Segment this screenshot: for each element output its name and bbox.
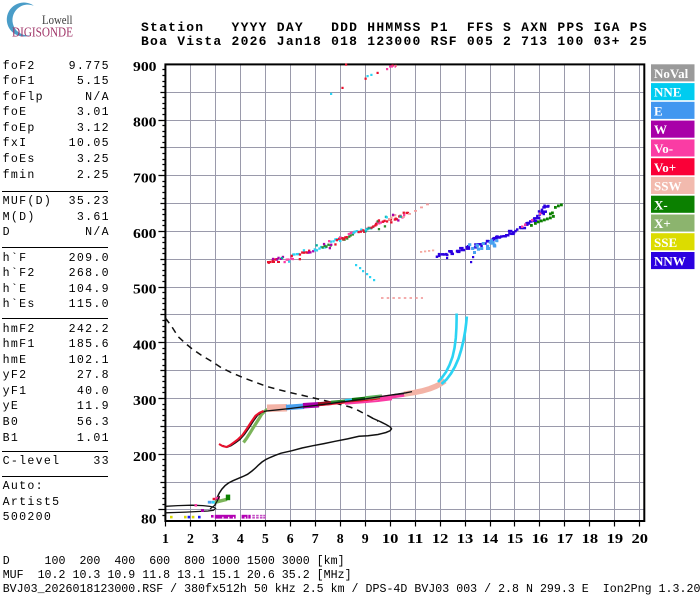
svg-text:10: 10 [382,531,399,546]
svg-text:E: E [654,103,663,118]
svg-text:19: 19 [607,531,624,546]
svg-text:12: 12 [432,531,449,546]
svg-text:DIGISONDE: DIGISONDE [12,24,73,39]
svg-text:5: 5 [262,531,269,546]
svg-text:9: 9 [362,531,369,546]
svg-text:18: 18 [582,531,599,546]
svg-text:400: 400 [133,337,157,352]
svg-text:SSW: SSW [654,179,681,194]
svg-text:Vo-: Vo- [654,141,673,156]
svg-text:X+: X+ [654,216,671,231]
svg-text:11: 11 [407,531,424,546]
svg-text:16: 16 [532,531,549,546]
svg-text:2: 2 [187,531,194,546]
svg-text:Lowell: Lowell [42,13,73,27]
svg-text:Vo+: Vo+ [654,160,676,175]
svg-text:NNW: NNW [654,254,686,269]
svg-text:80: 80 [141,512,157,527]
svg-text:15: 15 [507,531,524,546]
svg-text:7: 7 [312,531,319,546]
svg-text:1: 1 [162,531,169,546]
svg-text:700: 700 [133,170,157,185]
svg-text:13: 13 [457,531,474,546]
svg-text:W: W [654,122,667,137]
svg-text:SSE: SSE [654,235,677,250]
svg-text:900: 900 [133,59,157,74]
svg-text:6: 6 [287,531,294,546]
svg-text:3: 3 [212,531,219,546]
svg-text:200: 200 [133,449,157,464]
svg-text:600: 600 [133,226,157,241]
svg-text:NNE: NNE [654,85,681,100]
svg-text:X-: X- [654,197,668,212]
svg-text:300: 300 [133,393,157,408]
svg-text:20: 20 [632,531,649,546]
svg-text:NoVal: NoVal [654,66,689,81]
svg-text:500: 500 [133,282,157,297]
svg-text:800: 800 [133,115,157,130]
svg-text:4: 4 [237,531,244,546]
svg-text:17: 17 [557,531,574,546]
svg-text:8: 8 [337,531,344,546]
svg-text:14: 14 [482,531,499,546]
